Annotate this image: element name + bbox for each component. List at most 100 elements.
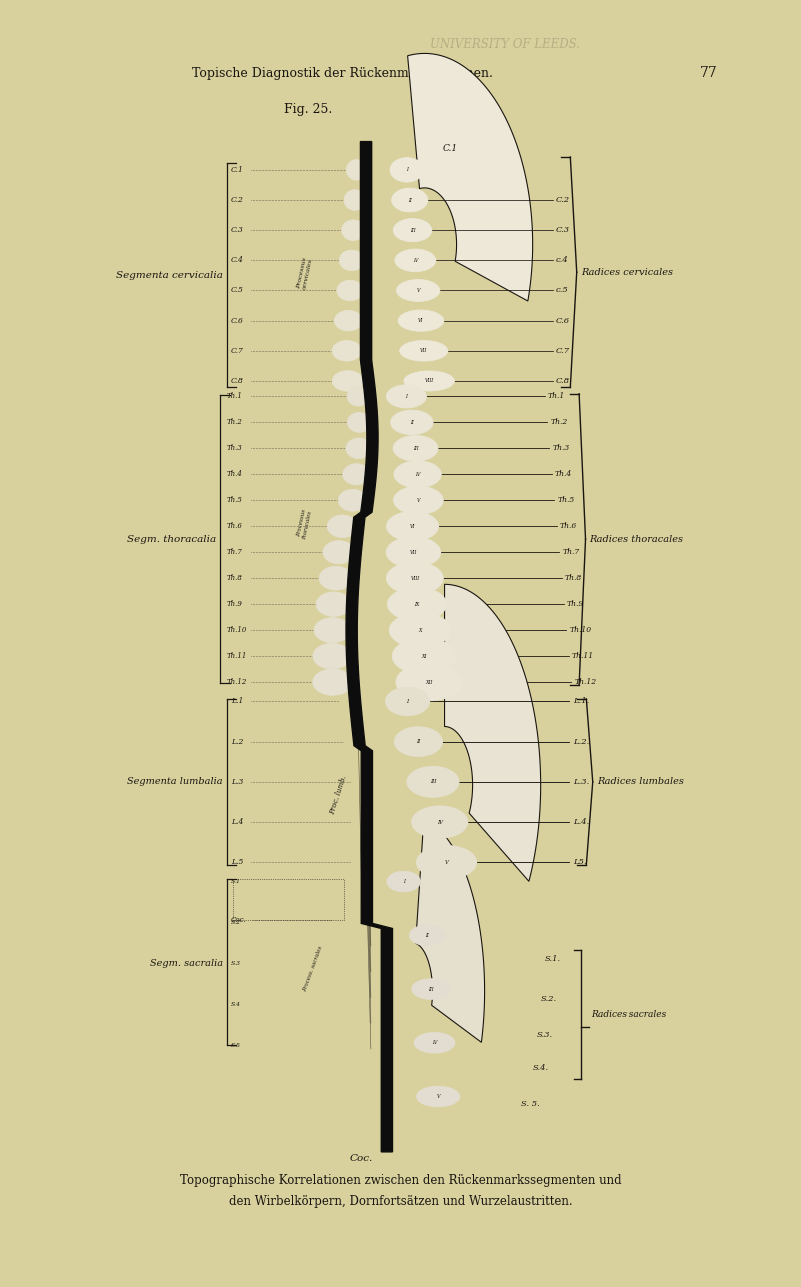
Ellipse shape bbox=[393, 219, 432, 242]
Text: Processus
thoracales: Processus thoracales bbox=[296, 508, 312, 539]
Text: I: I bbox=[405, 394, 408, 399]
Ellipse shape bbox=[312, 669, 352, 695]
Polygon shape bbox=[416, 820, 485, 1042]
Ellipse shape bbox=[391, 411, 433, 435]
Ellipse shape bbox=[392, 638, 457, 674]
Text: Th.7: Th.7 bbox=[227, 548, 243, 556]
Ellipse shape bbox=[335, 310, 362, 331]
Ellipse shape bbox=[395, 250, 436, 272]
Text: Th.3: Th.3 bbox=[227, 444, 243, 452]
Text: IV: IV bbox=[413, 257, 418, 263]
Text: III: III bbox=[430, 780, 436, 784]
Text: I: I bbox=[406, 699, 409, 704]
Ellipse shape bbox=[400, 341, 448, 362]
Text: L.5: L.5 bbox=[231, 858, 243, 866]
Text: VII: VII bbox=[420, 349, 428, 354]
Text: II: II bbox=[410, 420, 413, 425]
Polygon shape bbox=[445, 584, 541, 882]
Text: S.2: S.2 bbox=[231, 920, 240, 925]
Text: Th.5: Th.5 bbox=[227, 497, 243, 505]
Text: Th.1: Th.1 bbox=[548, 393, 566, 400]
Text: L.1: L.1 bbox=[231, 698, 243, 705]
Text: II: II bbox=[417, 739, 421, 744]
Text: C.8: C.8 bbox=[556, 377, 570, 385]
Text: L.3.: L.3. bbox=[573, 777, 589, 786]
Text: C.4: C.4 bbox=[231, 256, 244, 264]
Ellipse shape bbox=[385, 687, 429, 716]
Ellipse shape bbox=[341, 220, 365, 241]
Text: L.4.: L.4. bbox=[573, 819, 589, 826]
Text: Th.5: Th.5 bbox=[557, 497, 575, 505]
Text: VIII: VIII bbox=[425, 378, 433, 384]
Text: V: V bbox=[437, 1094, 440, 1099]
Text: C.1: C.1 bbox=[231, 166, 244, 174]
Text: I: I bbox=[403, 879, 405, 884]
Text: C.6: C.6 bbox=[231, 317, 244, 324]
Ellipse shape bbox=[390, 158, 424, 181]
Ellipse shape bbox=[386, 537, 441, 568]
Ellipse shape bbox=[396, 279, 440, 301]
Ellipse shape bbox=[414, 1032, 455, 1053]
Ellipse shape bbox=[340, 250, 364, 270]
Text: VI: VI bbox=[418, 318, 424, 323]
Text: S.3.: S.3. bbox=[537, 1031, 553, 1039]
Ellipse shape bbox=[394, 727, 442, 757]
Text: L.3: L.3 bbox=[231, 777, 243, 786]
Text: C.8: C.8 bbox=[231, 377, 244, 385]
Text: Th.12: Th.12 bbox=[574, 678, 597, 686]
Ellipse shape bbox=[332, 341, 362, 362]
Text: Radices lumbales: Radices lumbales bbox=[597, 777, 683, 786]
Text: Th.4: Th.4 bbox=[227, 470, 243, 479]
Text: Th.2: Th.2 bbox=[550, 418, 568, 426]
Text: VIII: VIII bbox=[410, 575, 420, 580]
Text: S.2.: S.2. bbox=[541, 995, 557, 1003]
Text: III: III bbox=[428, 987, 434, 991]
Text: Processus
cervicales: Processus cervicales bbox=[296, 257, 313, 291]
Ellipse shape bbox=[417, 846, 477, 879]
Text: c.4: c.4 bbox=[556, 256, 569, 264]
Text: IV: IV bbox=[415, 472, 421, 476]
Text: den Wirbelkörpern, Dornfortsätzen und Wurzelaustritten.: den Wirbelkörpern, Dornfortsätzen und Wu… bbox=[229, 1194, 572, 1207]
Ellipse shape bbox=[392, 188, 428, 212]
Text: Th.12: Th.12 bbox=[227, 678, 247, 686]
Ellipse shape bbox=[336, 281, 363, 301]
Text: Coc.: Coc. bbox=[350, 1154, 373, 1163]
Text: c.5: c.5 bbox=[556, 287, 569, 295]
Text: Th.7: Th.7 bbox=[562, 548, 580, 556]
Ellipse shape bbox=[396, 664, 462, 700]
Ellipse shape bbox=[412, 978, 450, 999]
Text: Radices cervicales: Radices cervicales bbox=[581, 268, 673, 277]
Text: V: V bbox=[445, 860, 449, 865]
Ellipse shape bbox=[314, 618, 351, 642]
Text: C.7: C.7 bbox=[231, 346, 244, 355]
Text: Th.9: Th.9 bbox=[567, 600, 585, 609]
Ellipse shape bbox=[388, 587, 447, 620]
Ellipse shape bbox=[338, 489, 367, 511]
Text: II: II bbox=[408, 197, 412, 202]
Text: C.6: C.6 bbox=[556, 317, 570, 324]
Ellipse shape bbox=[386, 385, 426, 408]
Text: Proc. lumb.: Proc. lumb. bbox=[328, 773, 348, 816]
Text: 77: 77 bbox=[700, 66, 718, 80]
Text: Segmenta lumbalia: Segmenta lumbalia bbox=[127, 777, 223, 786]
Text: UNIVERSITY OF LEEDS.: UNIVERSITY OF LEEDS. bbox=[429, 37, 580, 50]
Text: Th.2: Th.2 bbox=[227, 418, 243, 426]
Text: IV: IV bbox=[432, 1040, 437, 1045]
Text: S.4: S.4 bbox=[231, 1001, 240, 1006]
Text: C.2: C.2 bbox=[556, 196, 570, 205]
Ellipse shape bbox=[389, 613, 451, 647]
Ellipse shape bbox=[386, 562, 443, 595]
Text: Radices thoracales: Radices thoracales bbox=[590, 535, 683, 543]
Text: L.2: L.2 bbox=[231, 737, 243, 745]
Text: Coc.: Coc. bbox=[231, 916, 247, 924]
Text: Radices sacrales: Radices sacrales bbox=[591, 1010, 666, 1018]
Text: Segm. sacralia: Segm. sacralia bbox=[150, 959, 223, 968]
Text: IV: IV bbox=[437, 820, 443, 825]
Ellipse shape bbox=[387, 871, 421, 892]
Text: C.2: C.2 bbox=[231, 196, 244, 205]
Text: Segmenta cervicalia: Segmenta cervicalia bbox=[116, 272, 223, 279]
Text: S.1: S.1 bbox=[231, 879, 240, 884]
Ellipse shape bbox=[346, 160, 366, 180]
Ellipse shape bbox=[394, 461, 441, 488]
Text: C.7: C.7 bbox=[556, 346, 570, 355]
